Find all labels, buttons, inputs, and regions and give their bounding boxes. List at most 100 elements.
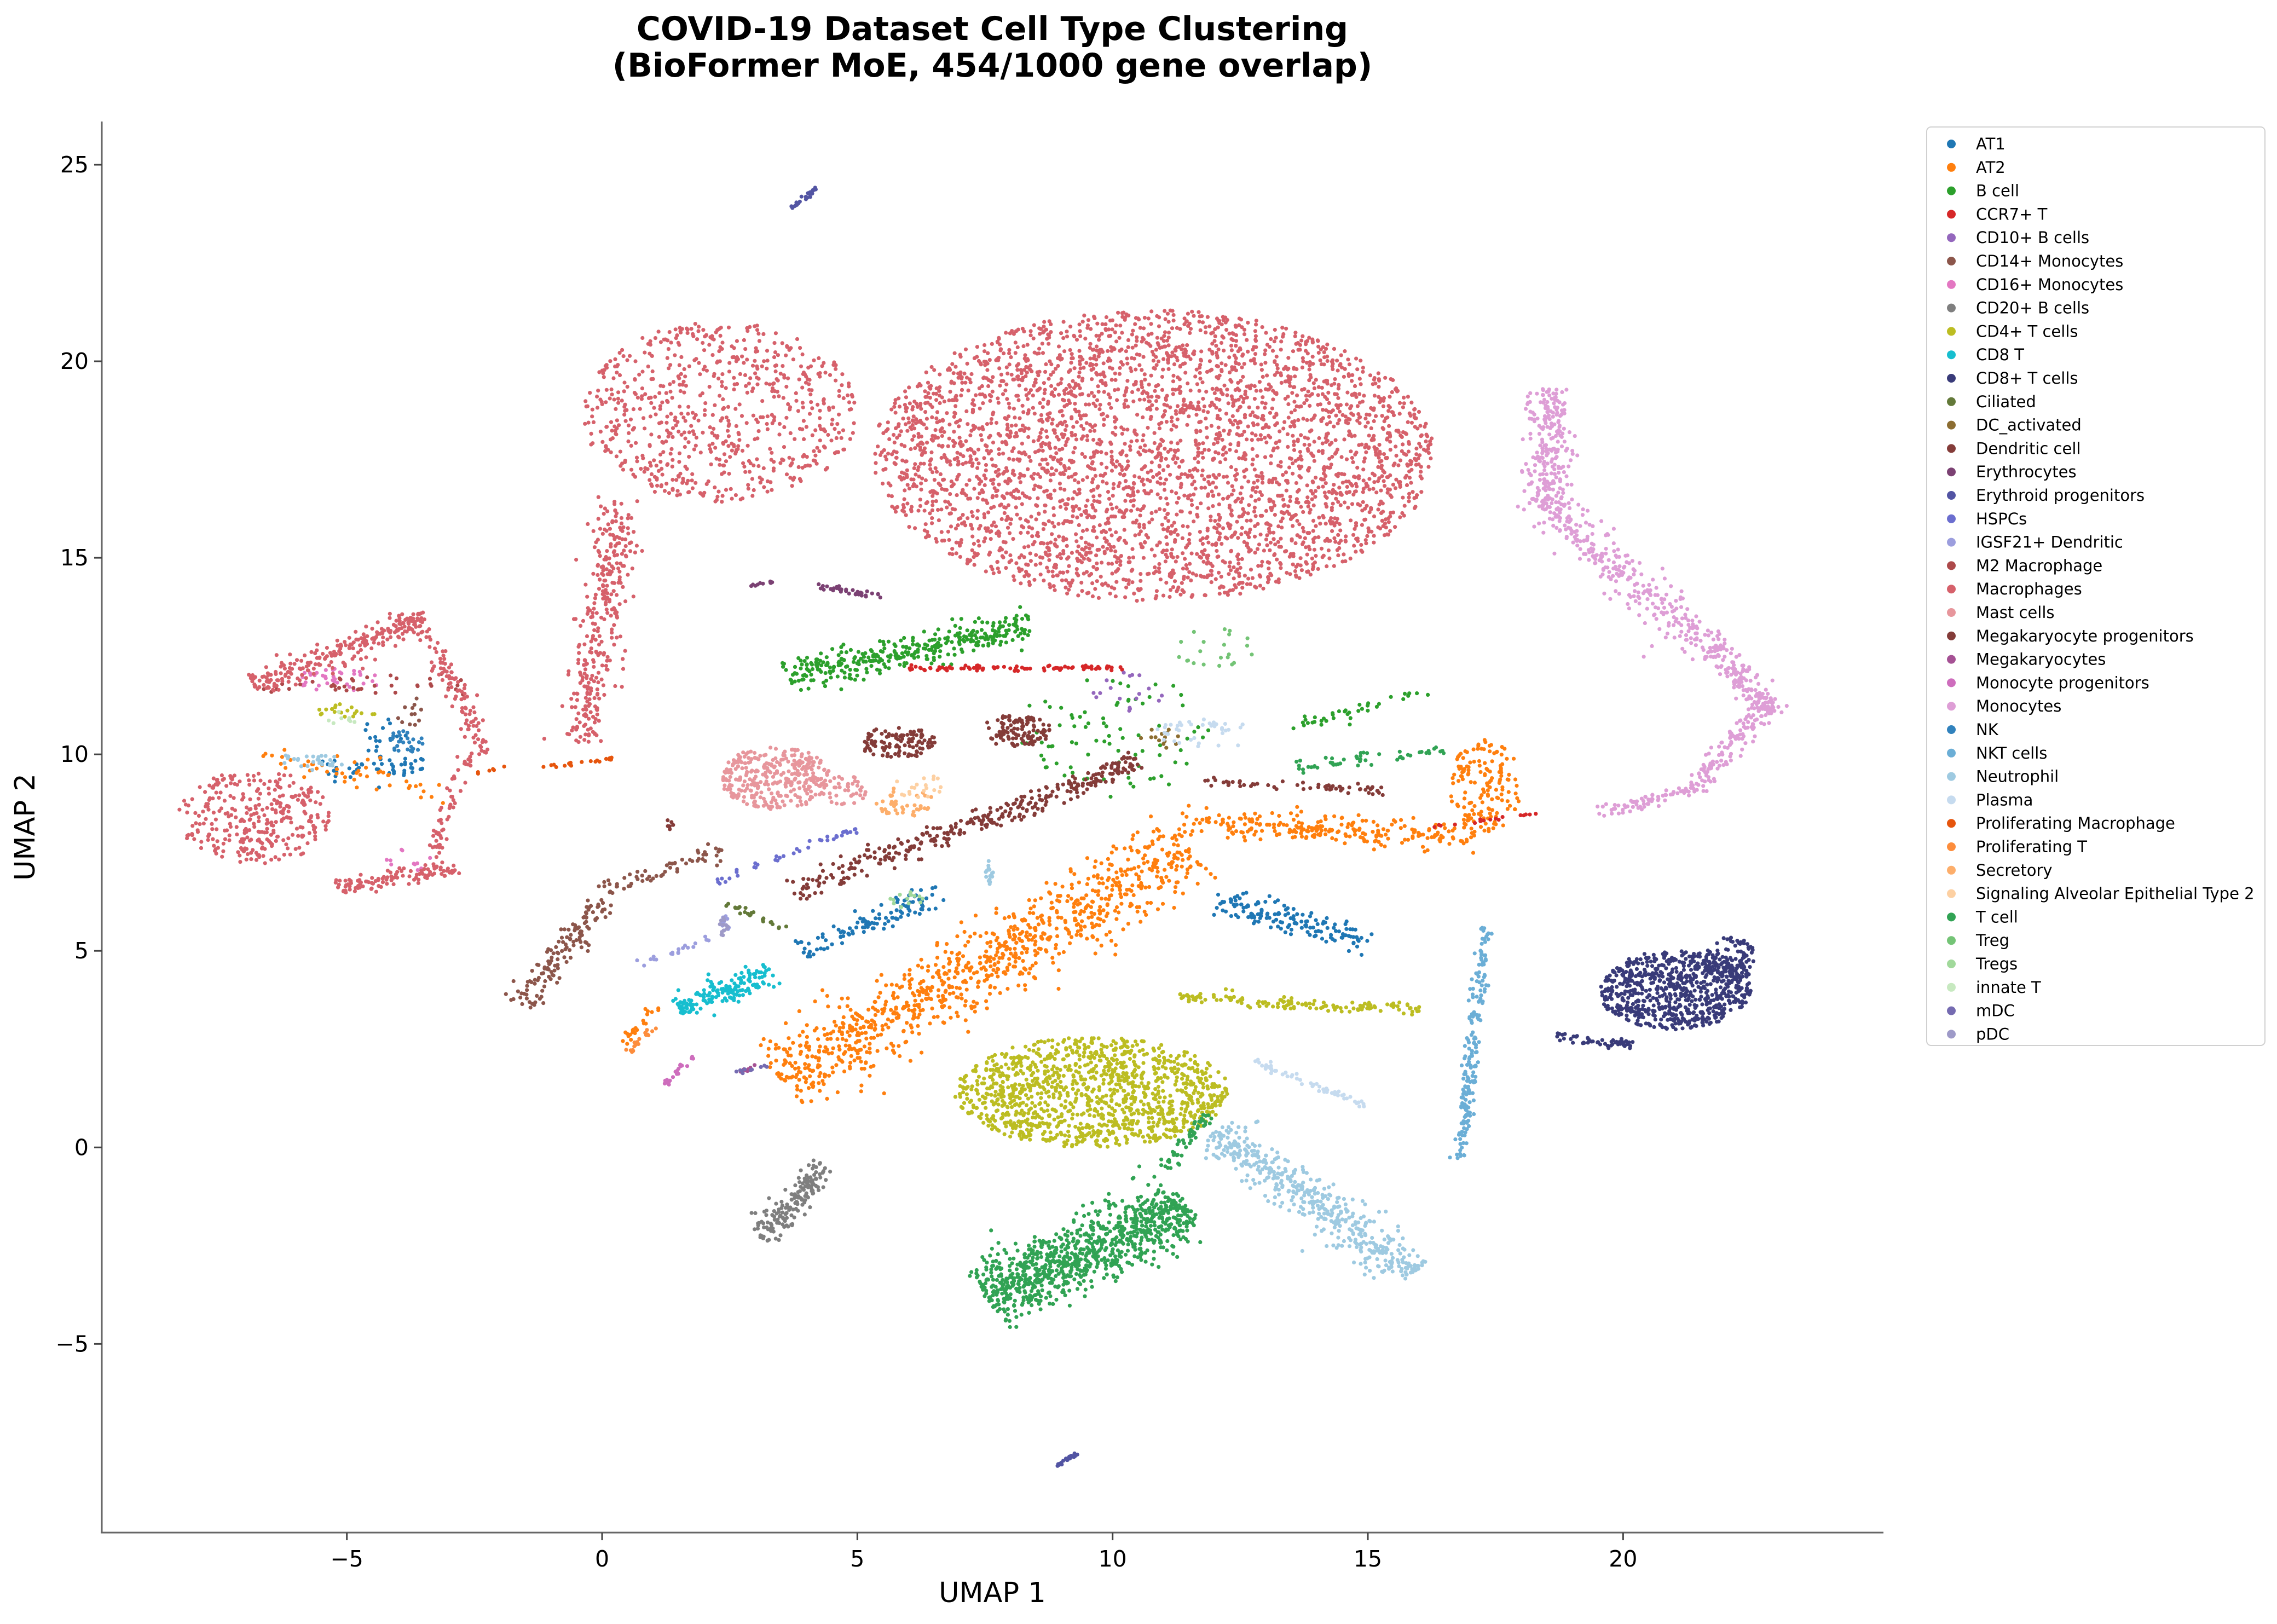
legend-label: M2 Macrophage xyxy=(1976,556,2102,575)
y-tick-label: 0 xyxy=(74,1134,89,1160)
legend: AT1 AT2 B cell CCR7+ T CD10+ B cells CD14+ Mo… xyxy=(1927,127,2265,1045)
legend-label: DC_activated xyxy=(1976,416,2082,435)
scatter-points xyxy=(177,186,1789,1468)
legend-marker xyxy=(1947,280,1956,289)
legend-label: Signaling Alveolar Epithelial Type 2 xyxy=(1976,885,2255,903)
legend-marker xyxy=(1947,397,1956,406)
legend-marker xyxy=(1947,795,1956,804)
legend-item: Monocyte progenitors xyxy=(1947,673,2149,692)
y-tick-label: −5 xyxy=(56,1331,89,1357)
legend-marker xyxy=(1947,210,1956,218)
legend-label: Tregs xyxy=(1975,955,2018,973)
legend-label: B cell xyxy=(1976,182,2019,200)
chart-title: COVID-19 Dataset Cell Type Clustering (B… xyxy=(612,10,1373,85)
legend-marker xyxy=(1947,889,1956,898)
x-tick-label: 15 xyxy=(1354,1546,1382,1572)
legend-marker xyxy=(1947,491,1956,500)
legend-marker xyxy=(1947,936,1956,945)
legend-marker xyxy=(1947,187,1956,195)
legend-marker xyxy=(1947,866,1956,875)
series-20 xyxy=(721,745,868,811)
legend-label: Dendritic cell xyxy=(1976,439,2080,458)
legend-marker xyxy=(1947,749,1956,758)
x-tick-label: 5 xyxy=(850,1546,864,1572)
series-7 xyxy=(750,1159,833,1243)
chart-title-line1: COVID-19 Dataset Cell Type Clustering xyxy=(637,10,1348,48)
chart-title-line2: (BioFormer MoE, 454/1000 gene overlap) xyxy=(612,47,1373,85)
legend-marker xyxy=(1947,444,1956,453)
legend-marker xyxy=(1947,702,1956,710)
legend-marker xyxy=(1947,1030,1956,1038)
legend-label: Proliferating T xyxy=(1976,837,2087,856)
legend-marker xyxy=(1947,304,1956,313)
legend-marker xyxy=(1947,374,1956,383)
legend-label: AT2 xyxy=(1976,158,2006,177)
series-26 xyxy=(1448,926,1493,1160)
legend-marker xyxy=(1947,912,1956,921)
x-axis-label: UMAP 1 xyxy=(939,1577,1046,1609)
legend-label: Mast cells xyxy=(1976,603,2055,622)
legend-label: AT1 xyxy=(1976,135,2006,153)
legend-marker xyxy=(1947,163,1956,172)
legend-label: T cell xyxy=(1975,908,2018,926)
y-tick-label: 15 xyxy=(60,545,89,571)
series-24 xyxy=(1516,387,1789,818)
legend-label: innate T xyxy=(1976,978,2041,997)
series-29 xyxy=(476,756,614,776)
series-32 xyxy=(895,775,943,799)
series-25 xyxy=(390,729,425,753)
legend-label: pDC xyxy=(1976,1025,2009,1043)
legend-marker xyxy=(1947,561,1956,570)
legend-marker xyxy=(1947,655,1956,664)
y-tick-label: 20 xyxy=(60,348,89,374)
legend-label: Plasma xyxy=(1976,790,2033,809)
legend-label: Megakaryocyte progenitors xyxy=(1976,627,2194,645)
legend-label: Treg xyxy=(1975,931,2009,950)
y-tick-label: 25 xyxy=(60,152,89,178)
legend-label: CD14+ Monocytes xyxy=(1976,252,2123,270)
legend-marker xyxy=(1947,233,1956,242)
legend-item: Signaling Alveolar Epithelial Type 2 xyxy=(1947,885,2255,903)
y-axis-label: UMAP 2 xyxy=(9,773,42,881)
series-10 xyxy=(1555,936,1755,1050)
legend-label: CD16+ Monocytes xyxy=(1976,275,2123,294)
series-17 xyxy=(635,914,731,967)
series-16 xyxy=(715,827,858,886)
series-13 xyxy=(785,714,1385,900)
legend-marker xyxy=(1947,585,1956,593)
x-tick-label: −5 xyxy=(330,1546,363,1572)
legend-marker xyxy=(1947,960,1956,968)
legend-label: Monocytes xyxy=(1976,697,2061,715)
y-tick-label: 5 xyxy=(74,938,89,964)
series-5 xyxy=(396,697,724,1010)
series-14 xyxy=(749,580,882,599)
legend-label: Erythrocytes xyxy=(1976,463,2077,481)
legend-marker xyxy=(1947,467,1956,476)
legend-label: Monocyte progenitors xyxy=(1976,673,2149,692)
series-37 xyxy=(735,1064,769,1075)
legend-label: Secretory xyxy=(1976,861,2053,880)
legend-label: Ciliated xyxy=(1976,392,2036,411)
legend-marker xyxy=(1947,140,1956,148)
legend-label: CD8+ T cells xyxy=(1976,369,2078,388)
legend-label: CD10+ B cells xyxy=(1976,228,2089,247)
x-tick-label: 0 xyxy=(595,1546,609,1572)
legend-marker xyxy=(1947,842,1956,851)
legend-marker xyxy=(1947,772,1956,781)
legend-label: Macrophages xyxy=(1976,580,2082,598)
legend-label: NK xyxy=(1976,720,1999,739)
x-tick-label: 10 xyxy=(1099,1546,1127,1572)
legend-label: CD20+ B cells xyxy=(1976,299,2089,317)
series-11 xyxy=(724,902,788,931)
legend-label: Megakaryocytes xyxy=(1976,650,2106,669)
axes xyxy=(101,122,1883,1533)
legend-label: Proliferating Macrophage xyxy=(1976,814,2175,833)
legend-label: Neutrophil xyxy=(1976,767,2059,786)
legend-marker xyxy=(1947,538,1956,547)
legend-label: CCR7+ T xyxy=(1976,205,2048,223)
legend-marker xyxy=(1947,678,1956,687)
legend-label: CD4+ T cells xyxy=(1976,322,2078,340)
